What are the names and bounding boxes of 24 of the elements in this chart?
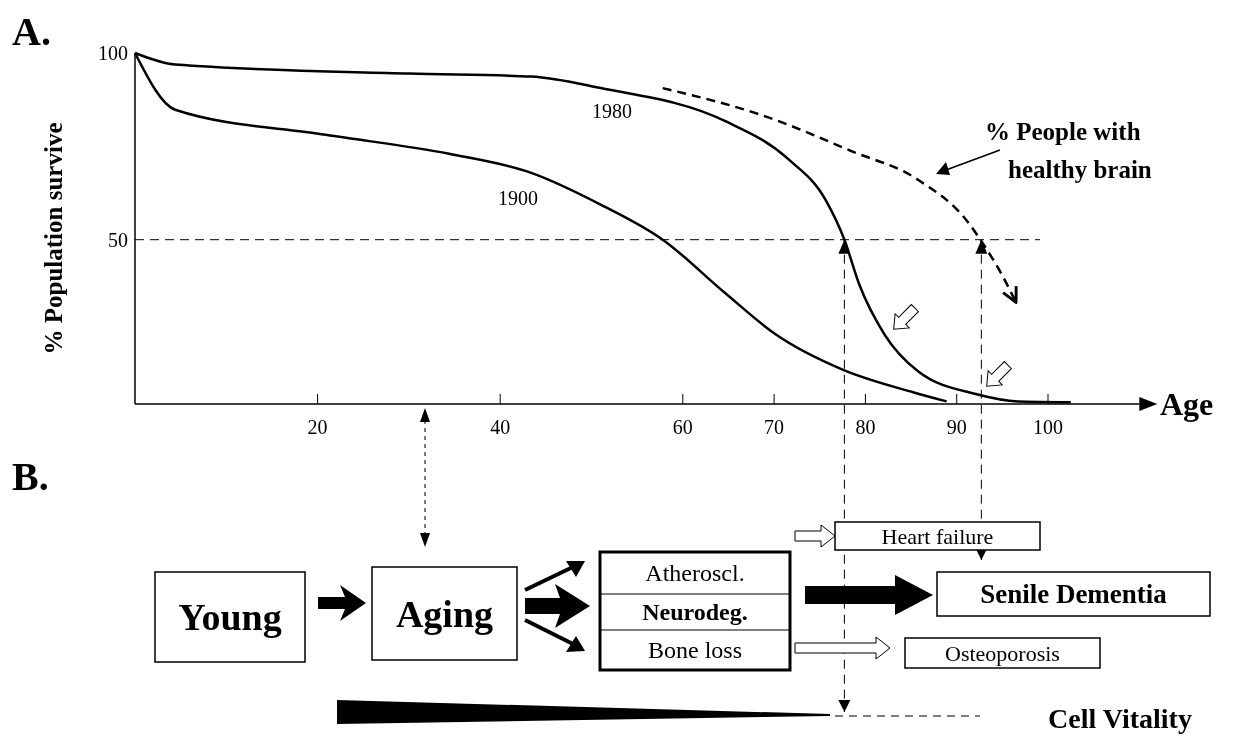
series-label: 1980 (592, 100, 632, 122)
series-label: 1900 (498, 187, 538, 209)
series-label: % People with healthy brain (985, 118, 1152, 183)
text: Heart failure (881, 523, 994, 549)
x-axis-title: Age (1160, 386, 1214, 422)
x-tick-label: 80 (855, 416, 876, 438)
x-tick-label: 70 (764, 416, 785, 438)
x-tick-label: 20 (307, 416, 328, 438)
text: Osteoporosis (945, 640, 1060, 666)
text: Atheroscl. (645, 560, 745, 586)
x-tick-label: 60 (672, 416, 693, 438)
text: Senile Dementia (980, 579, 1168, 609)
text: Bone loss (647, 637, 743, 663)
y-tick-label: 50 (108, 228, 128, 251)
text: B. (12, 454, 49, 499)
text: Young (178, 596, 282, 638)
chart-title: A. (12, 9, 51, 54)
text: Cell Vitality (1048, 702, 1192, 734)
x-tick-label: 100 (1033, 416, 1063, 438)
y-axis-title: % Population survive (40, 122, 67, 355)
x-tick-label: 90 (946, 416, 967, 438)
x-tick-label: 40 (490, 416, 511, 438)
text: Neurodeg. (642, 599, 748, 625)
text: Aging (395, 592, 494, 635)
